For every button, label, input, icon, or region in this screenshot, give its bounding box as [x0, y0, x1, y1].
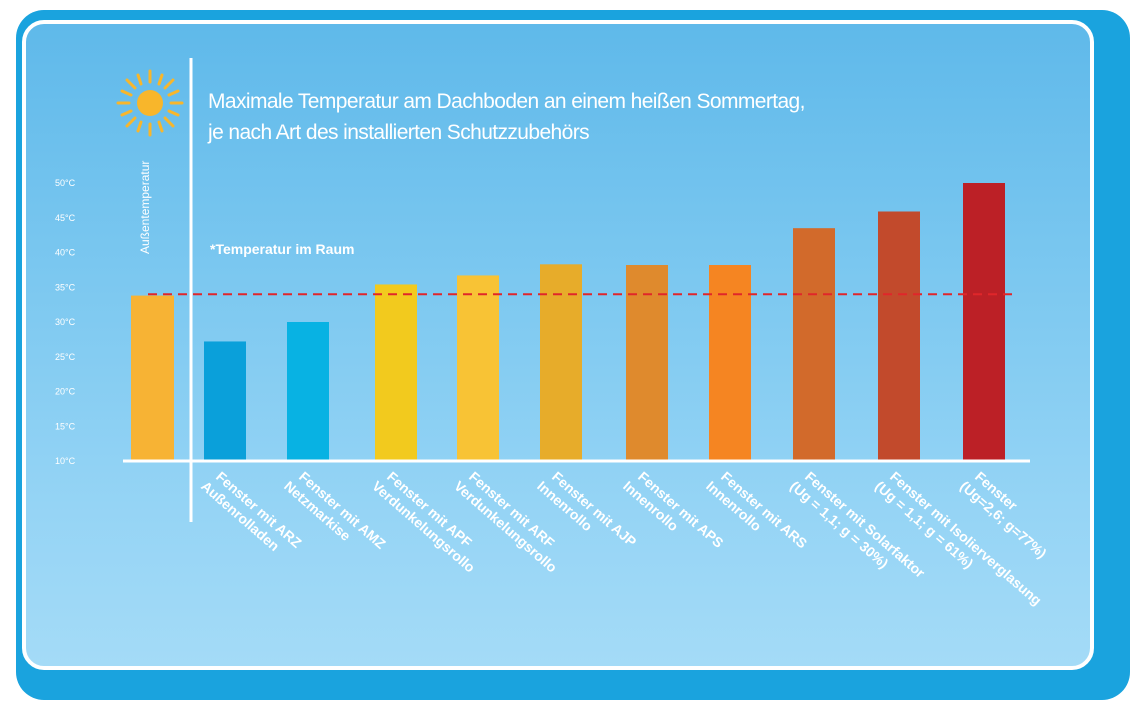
- y-tick-label: 15°C: [55, 421, 76, 431]
- y-tick-label: 45°C: [55, 213, 76, 223]
- bar-7: [709, 265, 751, 461]
- bar-9: [878, 211, 920, 461]
- y-tick-label: 20°C: [55, 387, 76, 397]
- y-tick-label: 25°C: [55, 352, 76, 362]
- y-tick-label: 50°C: [55, 178, 76, 188]
- y-tick-label: 40°C: [55, 248, 76, 258]
- bar-5: [540, 264, 582, 461]
- bar-10: [963, 183, 1005, 461]
- bar-3: [375, 284, 417, 461]
- chart-title-line-2: je nach Art des installierten Schutzzube…: [207, 121, 589, 144]
- y-ticks: 50°C 45°C 40°C 35°C 30°C 25°C 20°C 15°C 10°C: [55, 178, 76, 466]
- bar-2: [287, 322, 329, 461]
- bar-4: [457, 275, 499, 461]
- bars: [131, 183, 1005, 461]
- y-tick-label: 35°C: [55, 282, 76, 292]
- y-axis-label: Außentemperatur: [138, 161, 152, 254]
- chart-title-line-1: Maximale Temperatur am Dachboden an eine…: [208, 90, 805, 113]
- y-tick-label: 30°C: [55, 317, 76, 327]
- bar-1: [204, 341, 246, 461]
- y-tick-label: 10°C: [55, 456, 76, 466]
- bar-8: [793, 228, 835, 461]
- bar-6: [626, 265, 668, 461]
- sun-icon: [116, 69, 184, 137]
- bar-outside-temperature: [131, 295, 174, 461]
- reference-label: *Temperatur im Raum: [210, 241, 354, 257]
